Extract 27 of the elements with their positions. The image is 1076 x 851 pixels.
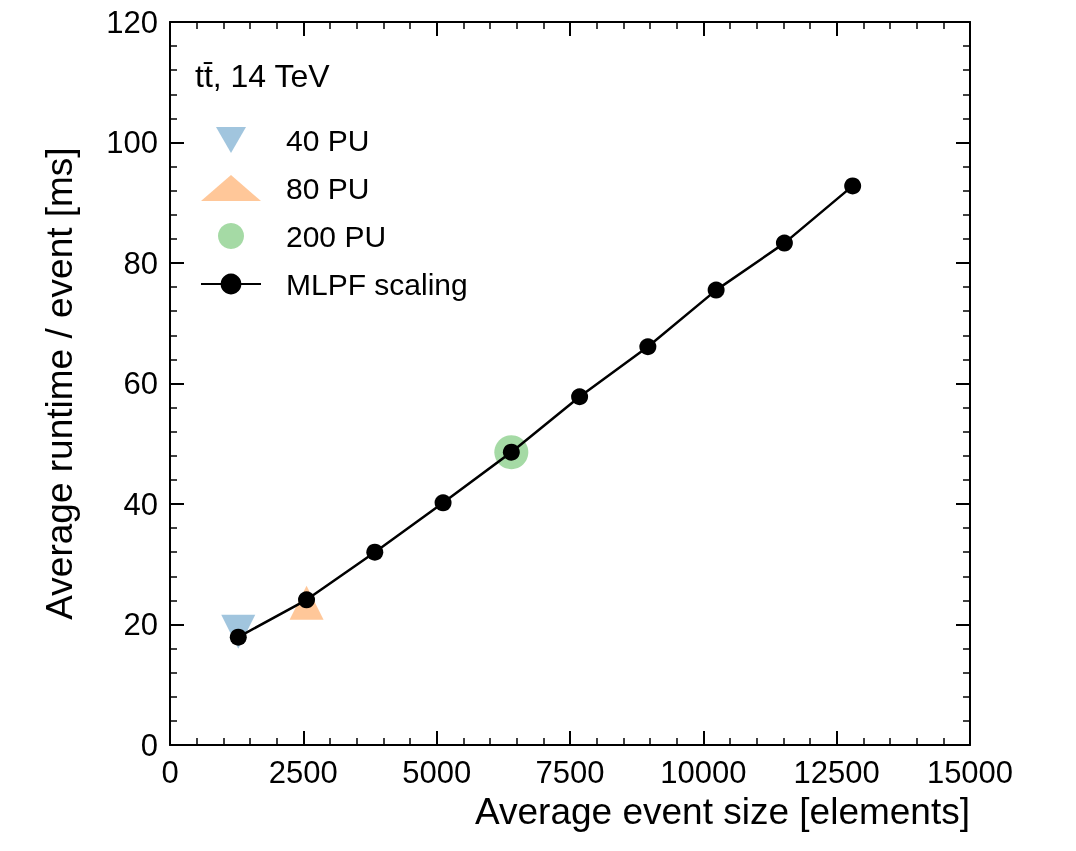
x-tick-label: 15000	[926, 755, 1014, 790]
x-tick-label: 10000	[660, 755, 747, 790]
point	[639, 338, 657, 356]
y-tick-label: 80	[123, 245, 158, 281]
point	[571, 388, 589, 406]
point	[775, 234, 793, 252]
legend-label: 40 PU	[286, 123, 370, 157]
y-tick-label: 0	[140, 727, 158, 763]
point	[707, 281, 725, 299]
x-tick-label: 2500	[268, 755, 338, 790]
x-axis-title: Average event size [elements]	[475, 791, 970, 832]
x-tick-label: 5000	[402, 755, 472, 790]
y-axis-title: Average runtime / event [ms]	[39, 147, 80, 620]
y-tick-label: 100	[106, 125, 158, 160]
y-tick-label: 120	[106, 4, 158, 40]
x-tick-label: 12500	[793, 755, 880, 790]
legend-label: 200 PU	[286, 219, 387, 253]
x-tick-label: 7500	[535, 755, 605, 790]
legend-label: 80 PU	[286, 171, 370, 205]
point	[366, 543, 384, 561]
point	[434, 494, 452, 512]
legend-label: MLPF scaling	[286, 267, 468, 301]
point	[844, 177, 862, 195]
y-tick-label: 20	[123, 607, 158, 642]
legend-title: tt̄, 14 TeV	[195, 58, 331, 94]
y-tick-label: 40	[123, 486, 158, 522]
y-tick-label: 60	[123, 366, 158, 401]
